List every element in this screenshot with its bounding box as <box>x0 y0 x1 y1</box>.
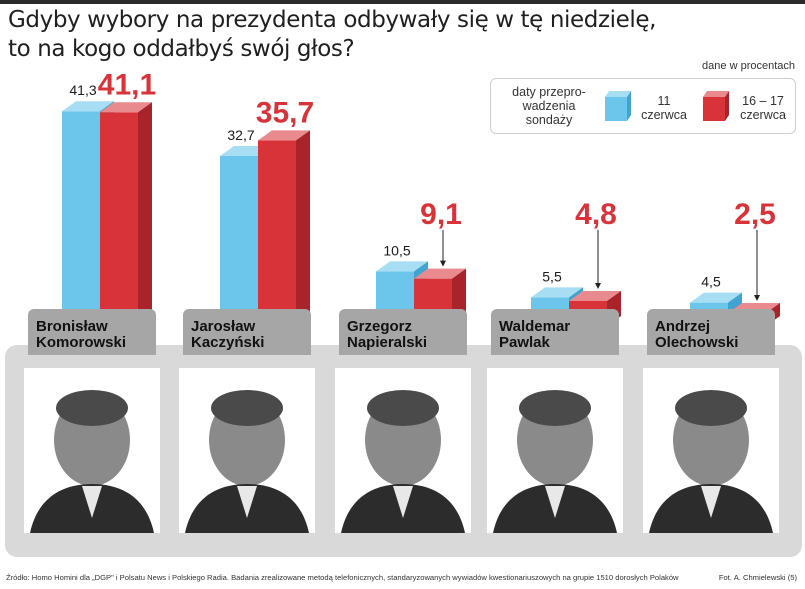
legend-label-series-2: 16 – 17 czerwca <box>735 94 791 122</box>
candidate-name-line: Olechowski <box>655 334 739 351</box>
legend-title: daty przepro- wadzenia sondaży <box>507 85 591 127</box>
candidate-photo <box>335 368 471 533</box>
legend-label-line: czerwca <box>641 108 687 122</box>
candidate-name: Bronisław Komorowski <box>36 319 154 351</box>
data-label-series-1: 32,7 <box>227 127 254 143</box>
legend-swatch-series-1 <box>605 91 631 121</box>
source-note: Źródło: Homo Homini dla „DGP" i Polsatu … <box>6 573 679 582</box>
candidate-name-line: Andrzej <box>655 318 711 335</box>
data-label-series-1: 41,3 <box>69 82 96 98</box>
candidate-name: Andrzej Olechowski <box>655 319 773 351</box>
title-line-2: to na kogo oddałbyś swój głos? <box>8 36 355 62</box>
data-label-series-2: 9,1 <box>420 198 462 231</box>
chart-title: Gdyby wybory na prezydenta odbywały się … <box>8 6 668 64</box>
legend-label-line: czerwca <box>740 108 786 122</box>
candidate-name-tab <box>647 309 775 355</box>
legend-label-line: 16 – 17 <box>742 94 784 108</box>
candidate-photo <box>643 368 779 533</box>
legend-label-series-1: 11 czerwca <box>637 94 691 122</box>
legend-title-line: wadzenia <box>522 99 576 113</box>
legend-label-line: 11 <box>657 94 671 108</box>
candidate-photo <box>24 368 160 533</box>
legend: daty przepro- wadzenia sondaży 11 czerwc… <box>490 78 796 134</box>
candidate-name: Grzegorz Napieralski <box>347 319 465 351</box>
candidate-name-line: Pawlak <box>499 334 550 351</box>
candidate-name-line: Waldemar <box>499 318 571 335</box>
data-label-series-2: 2,5 <box>734 198 776 231</box>
portrait-silhouette-icon <box>493 390 617 533</box>
portrait-silhouette-icon <box>185 390 309 533</box>
data-label-series-2: 35,7 <box>256 96 314 129</box>
bar-series-2 <box>258 130 310 326</box>
photo-credit: Fot. A. Chmielewski (5) <box>718 573 797 582</box>
legend-title-line: daty przepro- <box>512 85 586 99</box>
bar-chart: 41,3 32,7 10,5 5,5 4,5 41,1 35,7 9,1 4,8 2,5 <box>62 68 780 327</box>
data-label-series-1: 10,5 <box>383 242 410 258</box>
legend-title-line: sondaży <box>525 113 573 127</box>
candidate-name-line: Napieralski <box>347 334 428 351</box>
data-label-series-2: 4,8 <box>575 198 617 231</box>
title-line-1: Gdyby wybory na prezydenta odbywały się … <box>8 7 657 33</box>
candidate-name-tab <box>183 309 311 355</box>
candidate-photo <box>487 368 623 533</box>
label-pointer-arrow <box>595 230 601 290</box>
candidate-name-line: Jarosław <box>191 318 256 335</box>
top-rule <box>0 0 805 4</box>
data-label-series-2: 41,1 <box>98 68 156 101</box>
label-pointer-arrow <box>440 230 446 267</box>
candidate-name: Waldemar Pawlak <box>499 319 617 351</box>
candidate-name: Jarosław Kaczyński <box>191 319 309 351</box>
candidate-name-tab <box>28 309 156 355</box>
bar-series-2 <box>100 102 152 326</box>
candidate-photo <box>179 368 315 533</box>
candidate-name-tab <box>491 309 619 355</box>
portrait-silhouette-icon <box>649 390 773 533</box>
label-pointer-arrow <box>754 230 760 301</box>
candidate-name-line: Komorowski <box>36 334 127 351</box>
legend-swatch-series-2 <box>703 91 729 121</box>
candidate-name-line: Kaczyński <box>191 334 265 351</box>
candidate-name-tab <box>339 309 467 355</box>
portrait-silhouette-icon <box>30 390 154 533</box>
candidate-name-line: Grzegorz <box>347 318 413 335</box>
unit-note: dane w procentach <box>702 60 795 72</box>
data-label-series-1: 5,5 <box>542 268 562 284</box>
data-label-series-1: 4,5 <box>701 274 721 290</box>
candidate-name-line: Bronisław <box>36 318 108 335</box>
portrait-silhouette-icon <box>341 390 465 533</box>
